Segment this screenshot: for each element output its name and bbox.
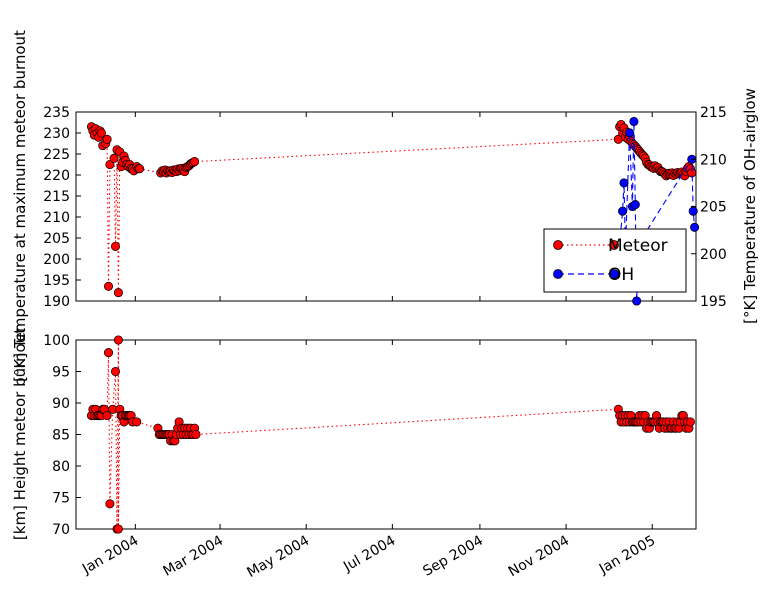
bottom-ylabel: [km] Height meteor burnout xyxy=(11,328,29,540)
top-y-tick-label: 195 xyxy=(43,273,70,289)
meteor-height-point xyxy=(103,348,114,358)
bottom-y-tick-label: 70 xyxy=(52,522,70,538)
oh-temperature-point xyxy=(630,200,640,210)
top-y-tick-label: 225 xyxy=(43,147,70,163)
bottom-y-tick-label: 90 xyxy=(52,396,70,412)
top-ylabel-right: [°K] Temperature of OH-airglow xyxy=(741,88,759,324)
top-y-tick-label: 235 xyxy=(43,105,70,121)
oh-temperature-point xyxy=(690,222,700,232)
meteor-height-point xyxy=(191,429,201,440)
meteor-temperature-point xyxy=(190,157,200,167)
oh-temperature-point xyxy=(625,128,635,138)
legend-meteor-marker xyxy=(553,240,563,250)
top-y-tick-label: 230 xyxy=(43,126,70,142)
meteor-height-point xyxy=(113,335,123,345)
meteor-height-point xyxy=(685,417,695,427)
oh-temperature-point xyxy=(618,206,628,216)
top-y-tick-label: 205 xyxy=(43,231,70,247)
legend-meteor-label: Meteor xyxy=(608,236,668,256)
oh-temperature-point xyxy=(629,116,639,127)
bottom-y-tick-label: 85 xyxy=(52,428,70,444)
legend-box xyxy=(543,228,687,293)
top-y2-tick-label: 210 xyxy=(700,152,727,168)
top-y2-tick-label: 195 xyxy=(700,294,727,310)
bottom-y-tick-label: 75 xyxy=(52,491,70,507)
top-y2-tick-label: 200 xyxy=(700,247,727,263)
top-y-tick-label: 220 xyxy=(43,168,70,184)
bottom-y-tick-label: 80 xyxy=(52,459,70,475)
meteor-temperature-point xyxy=(103,281,114,291)
meteor-temperature-point xyxy=(113,288,123,298)
legend-meteor-marker xyxy=(609,240,619,250)
oh-temperature-point xyxy=(632,296,642,306)
top-y2-tick-label: 205 xyxy=(700,200,727,216)
meteor-temperature-point xyxy=(102,134,112,144)
oh-temperature-point xyxy=(688,206,698,216)
legend: Meteor OH xyxy=(543,228,687,293)
bottom-left-axis: 70 75 80 85 90 95 100 xyxy=(43,333,81,538)
top-y-tick-label: 190 xyxy=(43,294,70,310)
oh-temperature-point xyxy=(619,178,629,188)
legend-oh-marker xyxy=(553,269,563,279)
meteor-temperature-point xyxy=(135,164,145,174)
meteor-temperature-point xyxy=(96,128,106,138)
meteor-temperature-point xyxy=(109,153,119,163)
bottom-plot-data xyxy=(86,335,695,534)
meteor-height-point xyxy=(110,366,121,377)
top-ylabel: [°K] Temperature at maximum meteor burno… xyxy=(11,30,29,382)
top-x-ticks xyxy=(134,112,653,301)
meteor-temperature-point xyxy=(105,159,115,170)
meteor-temperature-point xyxy=(110,241,121,251)
bottom-y-tick-label: 100 xyxy=(43,333,70,349)
top-left-axis: 190 195 200 205 210 215 220 225 230 235 xyxy=(43,105,81,310)
top-y-tick-label: 200 xyxy=(43,252,70,268)
legend-oh-label: OH xyxy=(608,265,634,285)
top-panel: 190 195 200 205 210 215 220 225 230 235 195 200 205… xyxy=(11,30,759,382)
top-y2-tick-label: 215 xyxy=(700,105,727,121)
meteor-height-point xyxy=(132,417,142,427)
bottom-y-tick-label: 95 xyxy=(52,365,70,381)
meteor-height-point xyxy=(102,411,112,421)
meteor-height-point xyxy=(105,499,115,509)
top-right-axis: 195 200 205 210 215 xyxy=(691,105,727,310)
top-y-tick-label: 215 xyxy=(43,189,70,205)
top-y-tick-label: 210 xyxy=(43,210,70,226)
legend-oh-marker xyxy=(609,269,619,279)
meteor-height-point xyxy=(113,524,123,534)
